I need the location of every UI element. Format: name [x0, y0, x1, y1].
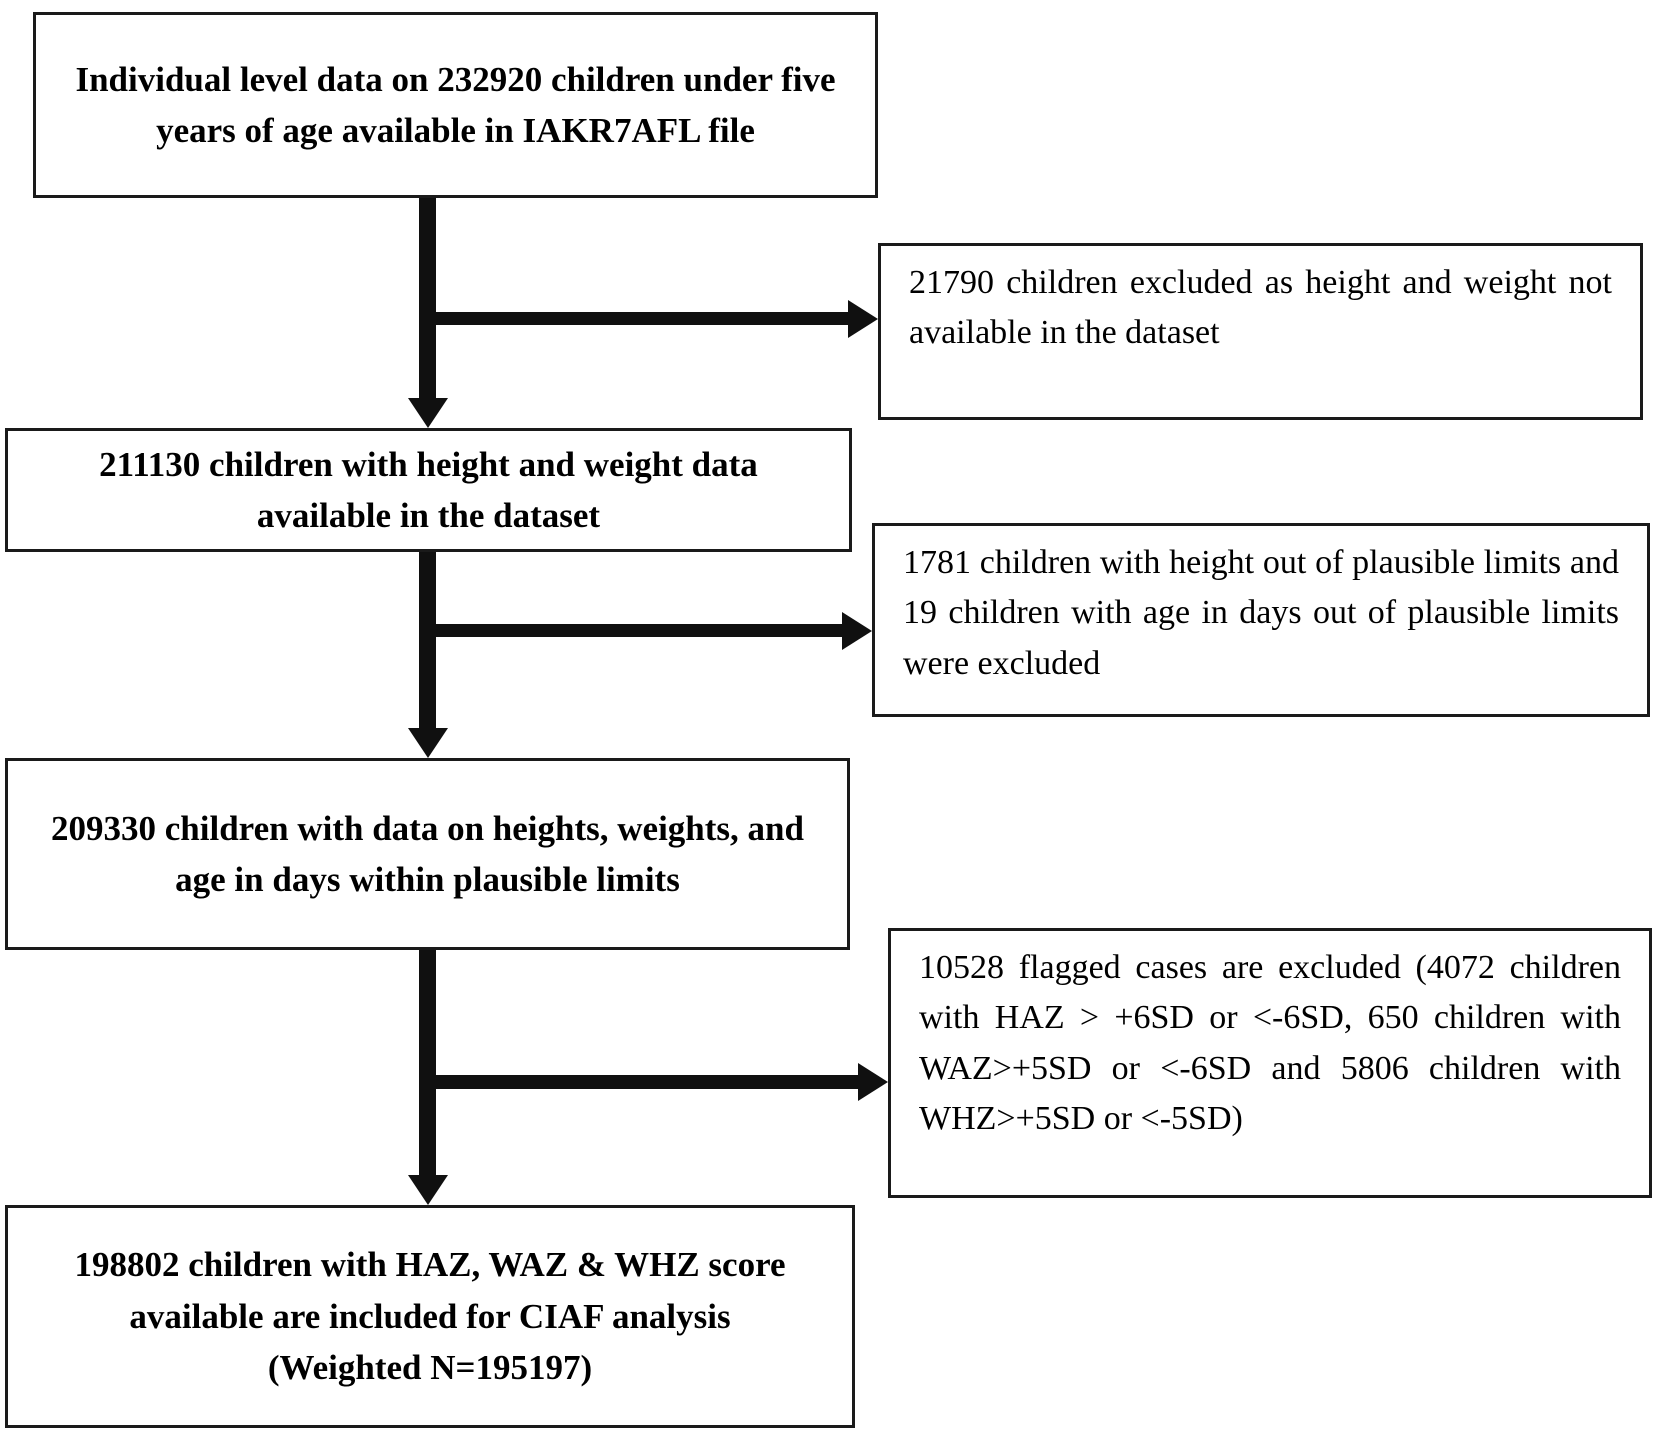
flow-box-plausible-limits-text: 209330 children with data on heights, we… [51, 808, 804, 899]
arrow-branch-2-shaft [427, 624, 842, 637]
exclusion-box-flagged-cases-text: 10528 flagged cases are excluded (4072 c… [919, 949, 1621, 1137]
flow-box-final-analysis-weighted-n: (Weighted N=195197) [267, 1348, 593, 1388]
flow-box-source-text: Individual level data on 232920 children… [75, 59, 836, 150]
arrow-down-2-head-icon [408, 728, 448, 758]
exclusion-box-implausible-values: 1781 children with height out of plausib… [872, 523, 1650, 717]
flow-box-plausible-limits: 209330 children with data on heights, we… [5, 758, 850, 950]
flow-box-source: Individual level data on 232920 children… [33, 12, 878, 198]
flow-box-final-analysis-text: 198802 children with HAZ, WAZ & WHZ scor… [74, 1245, 786, 1336]
flow-box-height-weight-available-text: 211130 children with height and weight d… [99, 444, 758, 535]
arrow-branch-1-head-icon [848, 300, 878, 338]
arrow-down-1-head-icon [408, 398, 448, 428]
arrow-down-2-shaft [419, 552, 436, 728]
flow-box-final-analysis: 198802 children with HAZ, WAZ & WHZ scor… [5, 1205, 855, 1428]
arrow-branch-3-head-icon [858, 1063, 888, 1101]
arrow-branch-3-shaft [427, 1075, 858, 1089]
arrow-down-3-head-icon [408, 1175, 448, 1205]
arrow-down-1-shaft [419, 198, 436, 398]
arrow-branch-2-head-icon [842, 612, 872, 650]
flow-box-height-weight-available: 211130 children with height and weight d… [5, 428, 852, 552]
exclusion-box-no-height-weight-text: 21790 children excluded as height and we… [909, 264, 1612, 352]
exclusion-box-no-height-weight: 21790 children excluded as height and we… [878, 243, 1643, 420]
exclusion-box-implausible-values-text: 1781 children with height out of plausib… [903, 544, 1619, 682]
exclusion-box-flagged-cases: 10528 flagged cases are excluded (4072 c… [888, 928, 1652, 1198]
arrow-down-3-shaft [419, 950, 436, 1175]
arrow-branch-1-shaft [427, 312, 848, 325]
